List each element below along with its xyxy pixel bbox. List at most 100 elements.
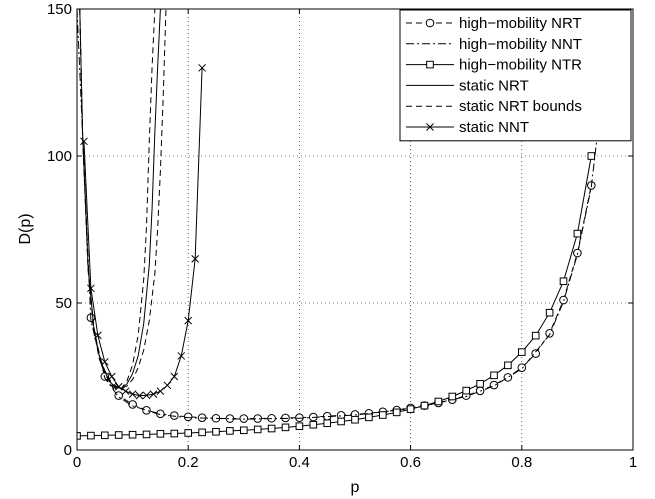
data-point (448, 392, 457, 401)
data-point (503, 373, 513, 382)
legend-entry: static NRT (406, 77, 529, 94)
legend-box (399, 9, 632, 142)
legend-label: high−mobility NNT (459, 36, 582, 53)
data-point (309, 420, 318, 429)
y-tick-label: 0 (64, 442, 72, 459)
data-point (337, 417, 345, 426)
data-point (114, 382, 123, 391)
x-tick-label: 0 (73, 454, 81, 471)
legend-label: high−mobility NRT (459, 15, 582, 32)
data-point (226, 427, 234, 435)
data-point (128, 430, 137, 439)
series-5 (79, 9, 167, 389)
legend-marker (425, 18, 435, 28)
data-point (240, 426, 248, 435)
legend-entry: high−mobility NNT (406, 36, 582, 53)
data-point (100, 357, 109, 366)
data-point (504, 361, 512, 370)
data-point (281, 413, 290, 423)
data-point (267, 424, 276, 433)
data-point (351, 415, 359, 424)
data-point (93, 331, 102, 340)
legend-label: static NNT (459, 119, 529, 136)
legend-entry: high−mobility NRT (406, 15, 582, 32)
series-line (79, 9, 167, 389)
series-3 (79, 9, 161, 389)
data-point (156, 387, 165, 396)
data-point (406, 405, 415, 413)
data-point (559, 277, 568, 286)
series-0 (86, 181, 596, 423)
legend-marker (426, 123, 434, 131)
data-point (531, 331, 540, 340)
data-point (281, 423, 290, 432)
series-layer (77, 9, 612, 440)
y-axis-label: D(p) (17, 213, 34, 244)
data-point (462, 386, 470, 395)
y-tick-label: 50 (55, 295, 72, 312)
data-point (184, 429, 192, 437)
data-point (490, 371, 498, 380)
data-point (156, 430, 165, 438)
tick-labels: 0 0.2 0.4 0.6 0.8 1 0 50 100 150 (47, 1, 637, 471)
data-point (184, 316, 193, 325)
data-point (80, 137, 88, 146)
data-point (114, 431, 123, 439)
data-point (198, 428, 206, 437)
data-point (323, 419, 331, 428)
grid (77, 9, 633, 450)
data-point (392, 408, 401, 417)
data-point (239, 414, 249, 423)
data-point (198, 63, 206, 72)
data-point (142, 391, 151, 400)
data-point (489, 380, 499, 390)
data-point (183, 412, 193, 422)
legend-entry: static NNT (406, 119, 529, 136)
data-point (170, 429, 179, 438)
x-tick-label: 0.4 (289, 454, 310, 471)
legend-entry: static NRT bounds (406, 98, 582, 115)
series-6 (80, 63, 206, 400)
y-tick-label: 100 (47, 148, 72, 165)
data-point (107, 372, 116, 381)
data-point (121, 387, 130, 396)
plot-frame (76, 8, 634, 451)
data-point (518, 348, 526, 356)
data-point (434, 397, 443, 406)
data-point (128, 390, 137, 398)
legend-label: high−mobility NTR (459, 57, 582, 74)
data-point (87, 431, 95, 440)
data-point (365, 413, 373, 422)
legend-marker (426, 60, 434, 69)
legend-entry: high−mobility NTR (406, 57, 582, 74)
x-axis-label: p (351, 479, 360, 496)
legend-label: static NRT (459, 77, 529, 94)
data-point (545, 328, 554, 338)
data-point (101, 431, 109, 440)
x-tick-label: 1 (629, 454, 637, 471)
x-tick-label: 0.8 (511, 454, 532, 471)
data-point (142, 430, 151, 439)
x-tick-label: 0.2 (178, 454, 199, 471)
legend: high−mobility NRT high−mobility NNT high−m… (399, 9, 632, 142)
data-point (545, 308, 554, 317)
data-point (573, 229, 582, 238)
data-point (420, 401, 429, 410)
data-point (177, 352, 186, 360)
data-point (135, 391, 144, 400)
series-2 (77, 152, 596, 440)
series-line (83, 67, 203, 397)
data-point (149, 390, 158, 398)
data-point (191, 255, 200, 263)
data-point (531, 349, 541, 358)
y-tick-label: 150 (47, 1, 72, 18)
data-point (170, 372, 179, 381)
data-point (142, 406, 151, 415)
data-point (77, 432, 81, 440)
data-point (475, 386, 485, 396)
data-point (587, 152, 596, 160)
data-point (163, 381, 172, 390)
data-point (87, 284, 95, 293)
data-point (517, 363, 527, 372)
